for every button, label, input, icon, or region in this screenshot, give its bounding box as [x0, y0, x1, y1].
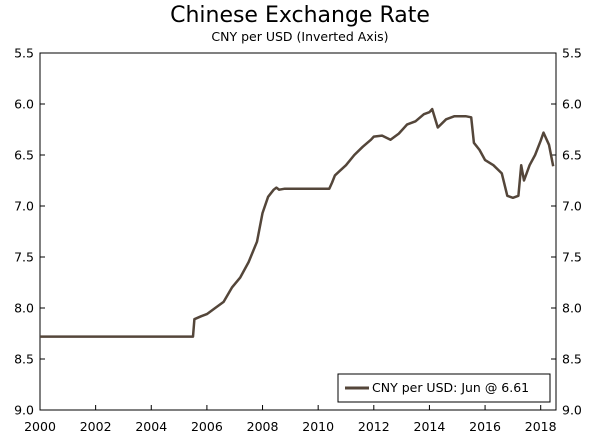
x-tick-label: 2018 [525, 419, 557, 434]
x-tick-label: 2006 [191, 419, 223, 434]
y-tick-label-left: 5.5 [14, 46, 34, 61]
y-tick-label-left: 7.5 [14, 250, 34, 265]
y-tick-label-left: 8.0 [14, 301, 34, 316]
y-tick-label-right: 6.5 [562, 148, 582, 163]
x-tick-label: 2016 [469, 419, 501, 434]
chart-subtitle: CNY per USD (Inverted Axis) [211, 29, 389, 44]
x-tick-label: 2012 [358, 419, 390, 434]
y-tick-label-right: 8.0 [562, 301, 582, 316]
y-tick-label-right: 9.0 [562, 403, 582, 418]
y-tick-label-right: 5.5 [562, 46, 582, 61]
legend-label: CNY per USD: Jun @ 6.61 [372, 380, 529, 395]
x-tick-label: 2014 [414, 419, 446, 434]
legend: CNY per USD: Jun @ 6.61 [337, 373, 551, 403]
legend-box [337, 373, 551, 403]
tick-group [39, 52, 556, 411]
y-tick-label-right: 7.5 [562, 250, 582, 265]
y-tick-label-left: 8.5 [14, 352, 34, 367]
y-tick-label-left: 7.0 [14, 199, 34, 214]
y-tick-label-left: 6.5 [14, 148, 34, 163]
plot-frame [39, 52, 557, 411]
series-line [40, 107, 555, 338]
tick-label-group: 2000 2002 2004 2006 2008 2010 2012 2014 2016 2018… [14, 46, 582, 435]
x-tick-label: 2000 [24, 419, 56, 434]
x-tick-label: 2010 [302, 419, 334, 434]
x-tick-label: 2008 [247, 419, 279, 434]
y-tick-label-right: 6.0 [562, 97, 582, 112]
y-tick-label-right: 8.5 [562, 352, 582, 367]
y-tick-label-right: 7.0 [562, 199, 582, 214]
x-tick-label: 2004 [135, 419, 167, 434]
x-tick-label: 2002 [80, 419, 112, 434]
y-tick-label-left: 9.0 [14, 403, 34, 418]
y-tick-label-left: 6.0 [14, 97, 34, 112]
chart-title: Chinese Exchange Rate [170, 3, 430, 28]
